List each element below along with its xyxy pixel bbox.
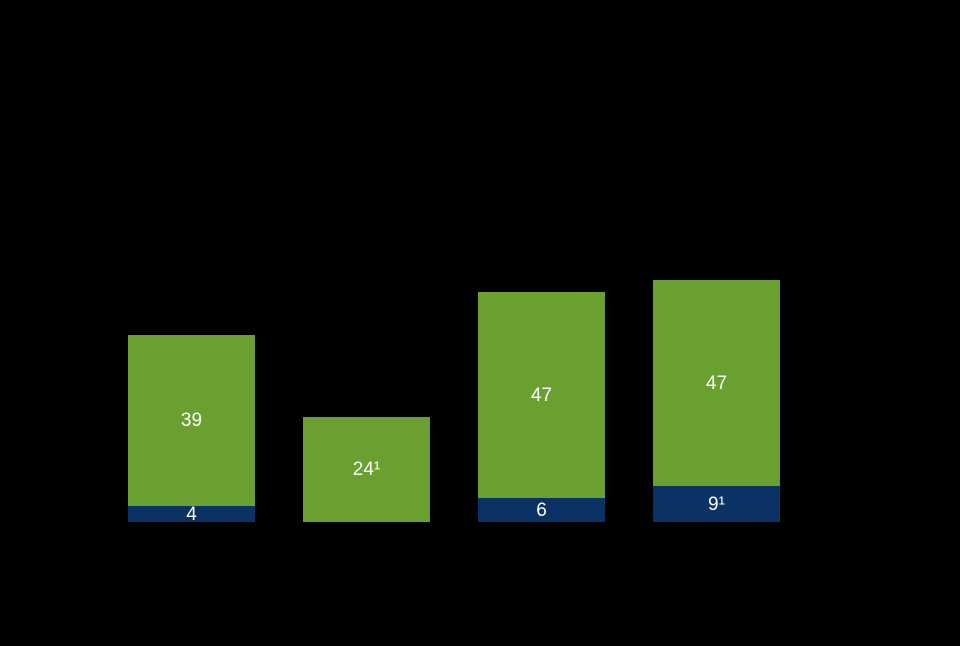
bar-segment-navy: 6 xyxy=(478,498,605,522)
bar-value-label: 39 xyxy=(180,410,203,431)
bar-group: 39 4 xyxy=(128,335,255,525)
bar-segment-green: 39 xyxy=(128,335,255,506)
bar-segment-green: 47 xyxy=(478,292,605,498)
bar-group: 47 6 xyxy=(478,292,605,522)
bar-value-label: 4 xyxy=(186,503,197,525)
bar-group: 24¹ xyxy=(303,417,430,522)
bar-segment-navy: 4 xyxy=(128,503,255,525)
bar-segment-navy: 9¹ xyxy=(653,486,780,522)
bar-value-label: 47 xyxy=(530,384,553,406)
bar-segment-green: 24¹ xyxy=(303,417,430,522)
bar-segment-green: 47 xyxy=(653,280,780,486)
bar-value-label: 9¹ xyxy=(708,493,725,515)
bar-value-label: 6 xyxy=(536,499,547,521)
bar-value-label: 24¹ xyxy=(352,459,381,480)
bar-group: 47 9¹ xyxy=(653,280,780,522)
bar-value-label: 47 xyxy=(705,372,728,394)
